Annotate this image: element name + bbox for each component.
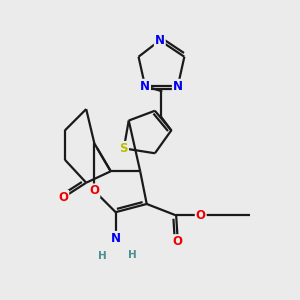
Text: O: O <box>196 209 206 222</box>
Text: O: O <box>173 235 183 248</box>
Text: H: H <box>128 250 136 260</box>
Text: H: H <box>98 251 107 261</box>
Text: N: N <box>111 232 121 245</box>
Text: O: O <box>58 191 68 204</box>
Text: N: N <box>155 34 165 47</box>
Text: N: N <box>140 80 150 93</box>
Text: O: O <box>89 184 99 197</box>
Text: S: S <box>120 142 128 155</box>
Text: N: N <box>173 80 183 93</box>
